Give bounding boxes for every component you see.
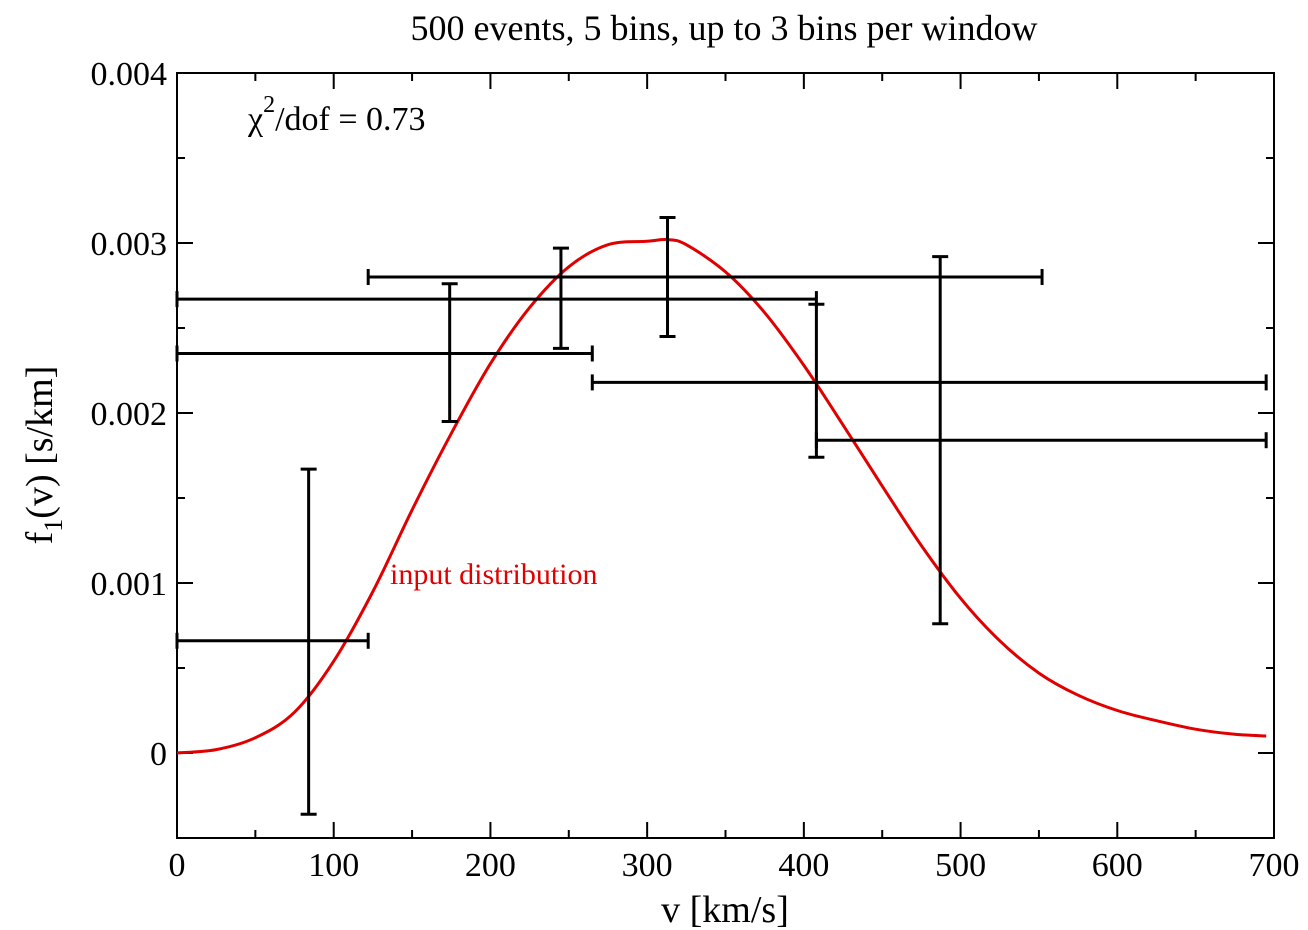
chart-title: 500 events, 5 bins, up to 3 bins per win… — [411, 8, 1038, 48]
y-tick-label: 0 — [150, 736, 167, 773]
x-tick-label: 400 — [778, 847, 829, 884]
tick-labels: 0 100 200 300 400 500 600 700 0 0.001 0.002 0.003 0.… — [91, 56, 1300, 884]
y-label-subscript: 1 — [39, 519, 68, 532]
error-bar-point — [366, 216, 1044, 338]
x-axis-label: v [km/s] — [661, 889, 789, 930]
x-tick-label: 500 — [935, 847, 986, 884]
y-axis-label: f1(v) [s/km] — [19, 366, 68, 545]
curve-label: input distribution — [390, 558, 598, 591]
y-label-main: f — [19, 531, 61, 544]
x-tick-label: 700 — [1249, 847, 1300, 884]
chi2-annotation: χ2/dof = 0.73 — [247, 92, 426, 138]
chi2-symbol: χ — [247, 101, 263, 138]
x-tick-label: 200 — [465, 847, 516, 884]
x-tick-label: 300 — [622, 847, 673, 884]
error-bar-point — [175, 282, 594, 423]
y-tick-label: 0.003 — [91, 226, 168, 263]
ticks — [176, 72, 1275, 839]
y-tick-label: 0.004 — [91, 56, 168, 93]
x-tick-label: 0 — [169, 847, 186, 884]
error-bar-point — [590, 302, 1268, 459]
error-bar-point — [814, 255, 1268, 626]
y-tick-label: 0.001 — [91, 566, 168, 603]
error-bars — [175, 216, 1268, 816]
x-tick-label: 100 — [308, 847, 359, 884]
chi2-superscript: 2 — [263, 92, 275, 118]
y-label-rest: (v) [s/km] — [19, 366, 61, 519]
y-tick-label: 0.002 — [91, 396, 168, 433]
error-bar-point — [175, 467, 370, 816]
x-tick-label: 600 — [1092, 847, 1143, 884]
plot-frame — [176, 72, 1275, 839]
chi2-value: /dof = 0.73 — [275, 101, 425, 138]
error-bar-point — [175, 246, 818, 350]
input-distribution-curve — [176, 237, 1267, 755]
